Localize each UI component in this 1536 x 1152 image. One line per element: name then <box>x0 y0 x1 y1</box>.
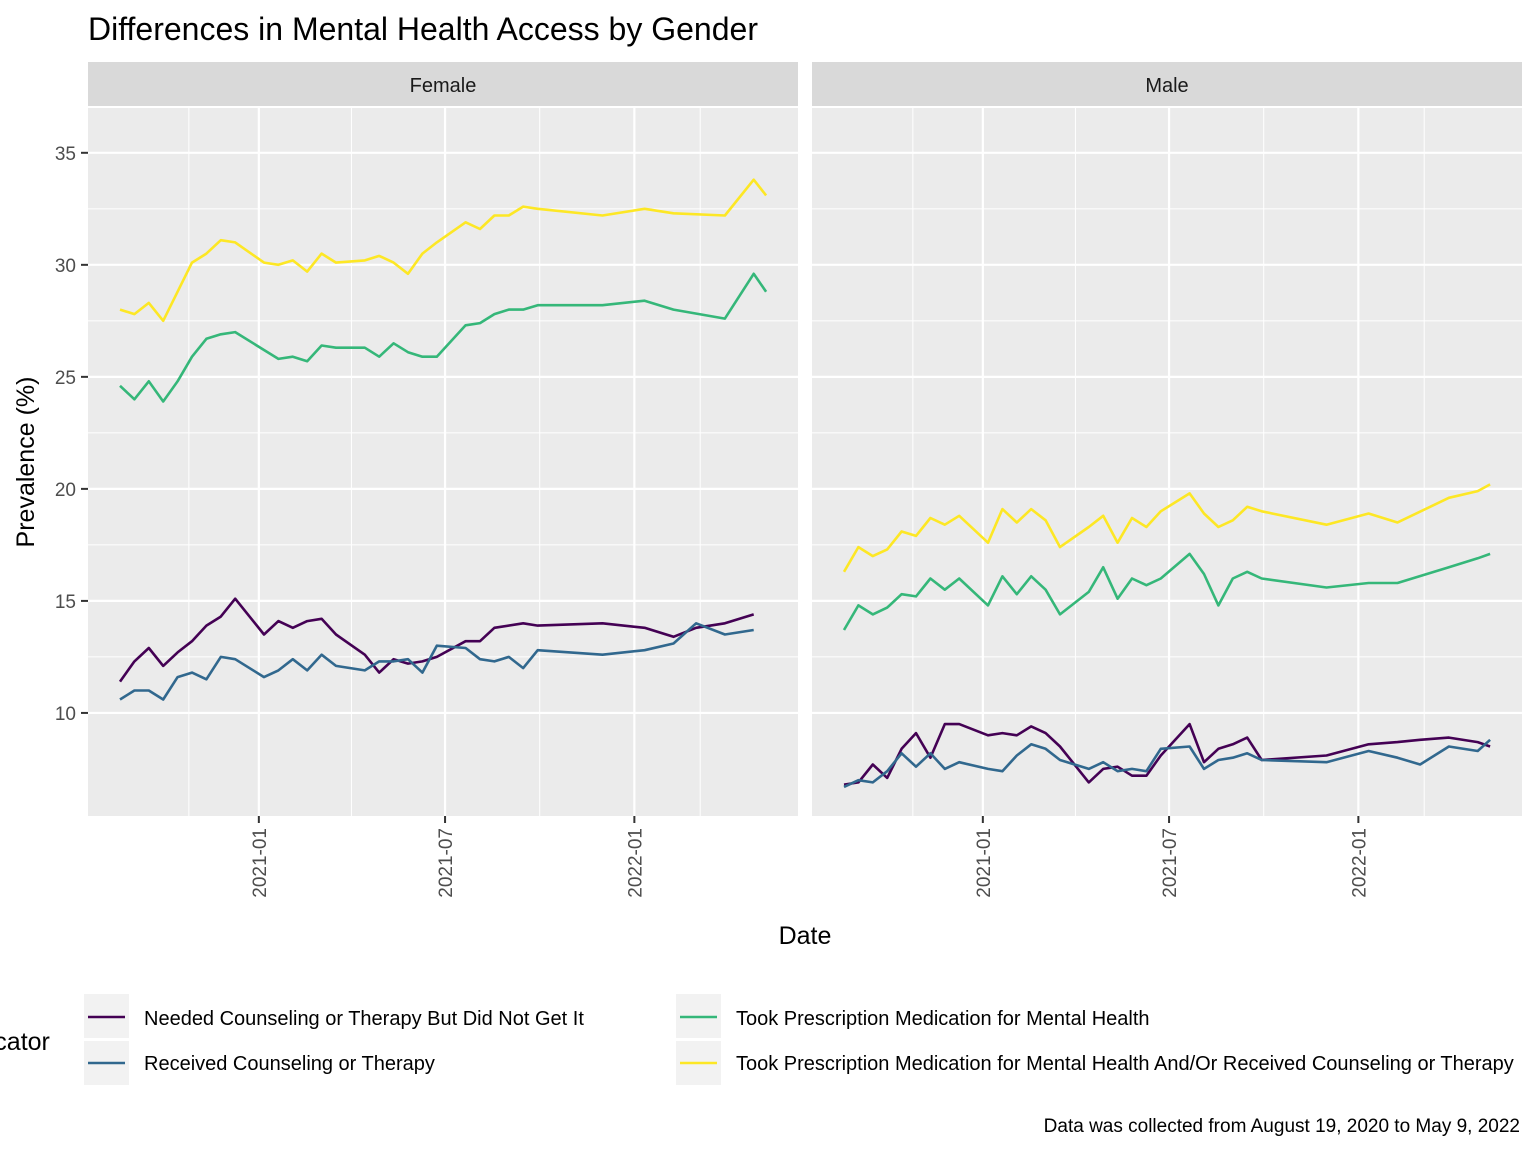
series-line <box>842 483 1491 573</box>
plot-background <box>88 108 798 816</box>
y-axis-title: Prevalence (%) <box>12 377 40 548</box>
series-line <box>119 621 754 701</box>
strip-label-male: Male <box>1145 75 1188 97</box>
legend-item-medication: Took Prescription Medication for Mental … <box>676 994 1150 1038</box>
minor-grid <box>88 108 798 816</box>
series-line <box>843 738 1491 789</box>
y-tick-label: 10 <box>55 704 76 725</box>
y-tick-label: 35 <box>55 144 76 165</box>
legend-label: Took Prescription Medication for Mental … <box>736 1008 1150 1030</box>
legend: Indicator Needed Counseling or Therapy B… <box>0 994 1514 1085</box>
legend-label: Took Prescription Medication for Mental … <box>736 1053 1514 1075</box>
x-tick-label: 2021-01 <box>250 828 271 898</box>
y-tick-label: 15 <box>55 592 76 613</box>
legend-item-received: Received Counseling or Therapy <box>84 1041 435 1085</box>
y-tick-label: 30 <box>55 256 76 277</box>
x-tick-label: 2021-07 <box>1160 828 1181 898</box>
strip-background <box>88 62 798 106</box>
plot-background <box>812 108 1522 816</box>
x-axis-title: Date <box>779 922 832 950</box>
x-tick-label: 2021-01 <box>974 828 995 898</box>
major-grid <box>812 108 1522 816</box>
x-tick-label: 2021-07 <box>436 828 457 898</box>
minor-grid <box>812 108 1522 816</box>
series-line <box>119 178 768 323</box>
series-line <box>842 552 1491 631</box>
legend-item-needed: Needed Counseling or Therapy But Did Not… <box>84 994 584 1038</box>
strip-label-female: Female <box>410 75 477 97</box>
chart-title: Differences in Mental Health Access by G… <box>88 11 758 47</box>
series-lines <box>842 483 1491 789</box>
x-axis: 2021-01 2021-07 2022-01 2021-01 2021-07 2022-… <box>250 816 1370 898</box>
series-line <box>118 597 755 683</box>
panel-female: Female <box>88 62 798 816</box>
y-axis: 10 15 20 25 30 35 <box>55 144 88 725</box>
series-line <box>119 272 768 403</box>
series-lines <box>118 178 768 701</box>
x-tick-label: 2022-01 <box>625 828 646 898</box>
legend-item-medication-or-counseling: Took Prescription Medication for Mental … <box>676 1041 1514 1085</box>
legend-label: Received Counseling or Therapy <box>144 1053 435 1075</box>
caption: Data was collected from August 19, 2020 … <box>1044 1116 1520 1137</box>
legend-label: Needed Counseling or Therapy But Did Not… <box>144 1008 584 1030</box>
legend-title: Indicator <box>0 1028 50 1056</box>
y-tick-label: 20 <box>55 480 76 501</box>
y-tick-label: 25 <box>55 368 76 389</box>
strip-background <box>812 62 1522 106</box>
x-tick-label: 2022-01 <box>1349 828 1370 898</box>
major-grid <box>88 108 798 816</box>
panel-male: Male <box>812 62 1522 816</box>
